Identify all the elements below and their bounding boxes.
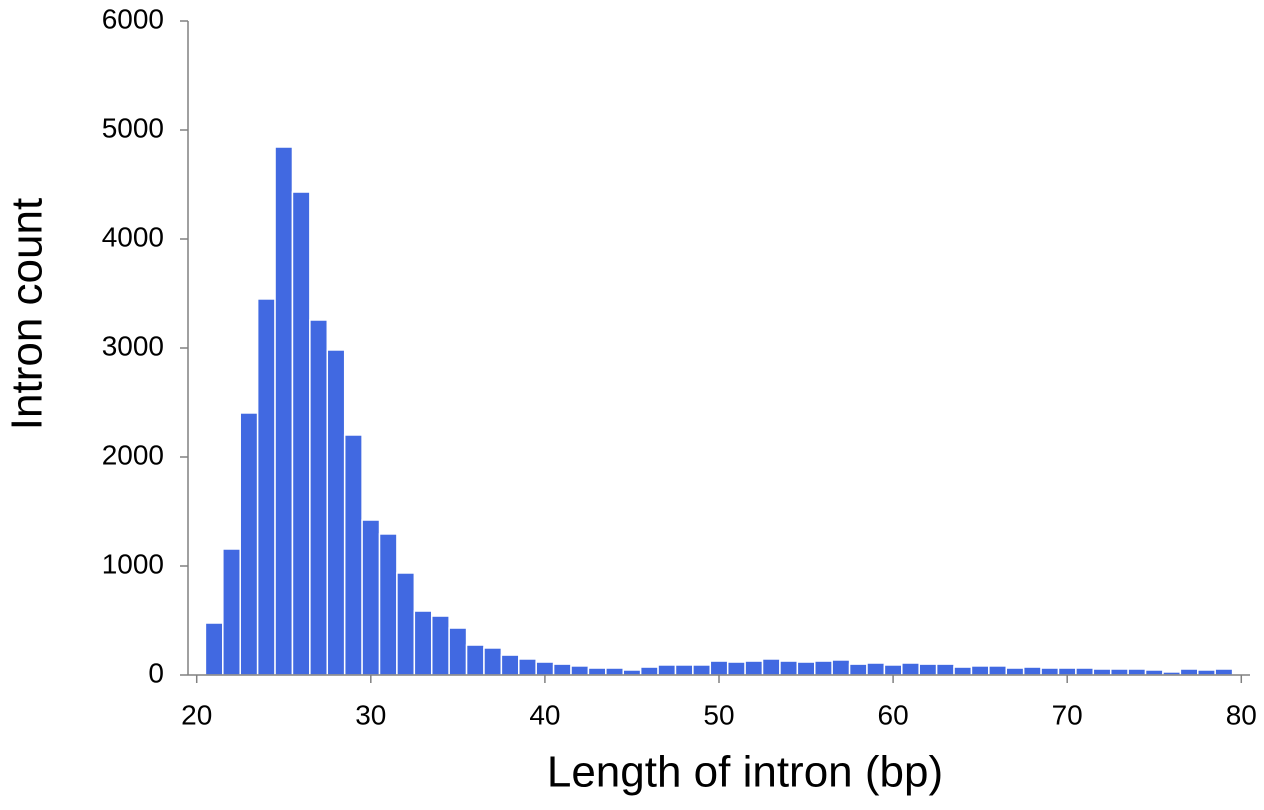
bar: [518, 658, 537, 676]
bar: [465, 644, 485, 676]
bar: [692, 664, 712, 676]
bar: [1040, 667, 1060, 676]
y-axis-title: Intron count: [3, 198, 52, 430]
x-axis-title: Length of intron (bp): [547, 748, 943, 797]
bar: [657, 664, 677, 676]
bar: [1197, 669, 1216, 676]
bar: [709, 660, 729, 676]
bar: [988, 665, 1008, 676]
x-tick-label: 30: [355, 699, 386, 730]
bar: [1075, 667, 1095, 676]
bar: [866, 662, 886, 676]
bar: [396, 572, 416, 676]
bar: [761, 658, 781, 676]
bar: [587, 667, 607, 676]
bar: [1179, 668, 1199, 676]
x-tick-label: 80: [1226, 699, 1257, 730]
bar: [256, 298, 276, 676]
bar: [901, 662, 920, 676]
bar: [239, 412, 259, 676]
bar: [1127, 668, 1147, 676]
bar: [1109, 668, 1129, 676]
bar: [309, 319, 329, 676]
bar: [883, 664, 903, 676]
bar: [535, 661, 555, 676]
y-tick-label: 2000: [102, 439, 164, 470]
bar: [413, 610, 433, 676]
bar: [291, 191, 311, 676]
bar: [622, 669, 642, 676]
bar: [361, 519, 381, 676]
bar: [953, 666, 973, 676]
bar: [605, 667, 624, 676]
bar: [552, 663, 572, 676]
bar: [1057, 667, 1077, 676]
y-tick-label: 0: [148, 657, 164, 688]
bar: [639, 666, 659, 676]
bar: [970, 665, 990, 676]
x-tick-label: 70: [1052, 699, 1083, 730]
y-tick-label: 4000: [102, 221, 164, 252]
bar: [744, 660, 764, 676]
bar: [570, 665, 590, 676]
bar: [1214, 668, 1234, 676]
bar: [274, 146, 294, 676]
bar: [483, 647, 503, 676]
x-tick-label: 20: [181, 699, 212, 730]
bar: [204, 622, 224, 676]
y-tick-label: 3000: [102, 330, 164, 361]
bar: [448, 627, 468, 676]
bar: [674, 664, 694, 676]
bar: [1005, 667, 1025, 676]
bar: [814, 660, 833, 676]
bar: [779, 660, 799, 676]
bar: [430, 615, 450, 676]
bar: [326, 349, 346, 676]
bar: [848, 663, 868, 676]
x-tick-label: 50: [703, 699, 734, 730]
bar: [343, 434, 363, 676]
x-tick-label: 60: [878, 699, 909, 730]
bar: [1092, 668, 1112, 676]
bar: [935, 663, 955, 676]
bar: [1144, 669, 1164, 676]
y-tick-label: 5000: [102, 112, 164, 143]
bar: [222, 548, 241, 676]
bar: [1022, 666, 1042, 676]
y-tick-label: 1000: [102, 548, 164, 579]
bar: [500, 654, 520, 676]
bar: [831, 659, 851, 676]
bar: [918, 663, 938, 676]
bar: [726, 661, 746, 676]
x-tick-label: 40: [529, 699, 560, 730]
y-tick-label: 6000: [102, 3, 164, 34]
bar: [796, 661, 816, 676]
bar: [378, 533, 398, 676]
